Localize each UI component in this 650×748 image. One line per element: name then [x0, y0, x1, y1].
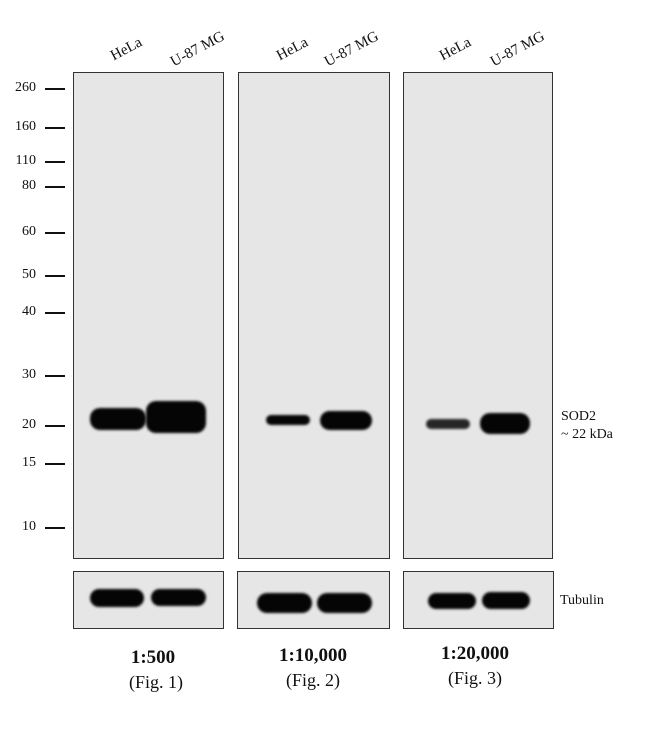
dilution-label-1: 1:500 [130, 647, 176, 668]
mw-marker-label: 50 [22, 267, 36, 282]
band-tubulin-u87-3 [482, 592, 530, 609]
mw-marker-tick [45, 127, 65, 129]
mw-marker-tick [45, 375, 65, 377]
mw-marker-label: 15 [22, 455, 36, 470]
mw-marker-label: 30 [22, 367, 36, 382]
mw-marker-tick [45, 312, 65, 314]
target-label: SOD2 ~ 22 kDa [561, 408, 613, 444]
mw-marker-tick [45, 232, 65, 234]
band-tubulin-hela-1 [90, 589, 144, 607]
band-tubulin-u87-2 [317, 593, 372, 613]
target-name: SOD2 [561, 409, 597, 424]
mw-marker-label: 20 [22, 417, 36, 432]
loading-control-label: Tubulin [560, 593, 604, 608]
fig-label-1: (Fig. 1) [129, 672, 183, 692]
mw-marker-label: 260 [15, 80, 36, 95]
mw-marker-tick [45, 527, 65, 529]
band-sod2-u87-1 [146, 401, 206, 433]
band-tubulin-u87-1 [151, 589, 206, 606]
mw-marker-tick [45, 425, 65, 427]
lane-label-hela-1: HeLa [108, 34, 145, 65]
mw-marker-tick [45, 88, 65, 90]
dilution-label-3: 1:20,000 [440, 643, 510, 664]
band-sod2-hela-2 [266, 415, 310, 425]
mw-marker-tick [45, 186, 65, 188]
blot-panel-2 [238, 72, 390, 559]
mw-marker-label: 40 [22, 304, 36, 319]
band-sod2-hela-1 [90, 408, 146, 430]
mw-marker-label: 110 [15, 153, 36, 168]
tubulin-panel-2 [237, 571, 390, 629]
mw-marker-label: 160 [15, 119, 36, 134]
fig-label-2: (Fig. 2) [286, 670, 340, 690]
tubulin-panel-3 [403, 571, 554, 629]
mw-marker-label: 10 [22, 519, 36, 534]
mw-marker-tick [45, 275, 65, 277]
lane-label-hela-3: HeLa [437, 34, 474, 65]
target-size: ~ 22 kDa [561, 427, 613, 442]
band-sod2-u87-3 [480, 413, 530, 434]
band-tubulin-hela-3 [428, 593, 476, 609]
mw-marker-tick [45, 463, 65, 465]
lane-label-hela-2: HeLa [274, 34, 311, 65]
lane-label-u87-1: U-87 MG [168, 28, 228, 71]
mw-marker-label: 60 [22, 224, 36, 239]
dilution-label-2: 1:10,000 [278, 645, 348, 666]
fig-label-3: (Fig. 3) [448, 668, 502, 688]
lane-label-u87-3: U-87 MG [488, 28, 548, 71]
band-tubulin-hela-2 [257, 593, 312, 613]
lane-label-u87-2: U-87 MG [322, 28, 382, 71]
blot-panel-3 [403, 72, 553, 559]
mw-marker-tick [45, 161, 65, 163]
band-sod2-hela-3 [426, 419, 470, 429]
mw-marker-label: 80 [22, 178, 36, 193]
blot-panel-1 [73, 72, 224, 559]
tubulin-panel-1 [73, 571, 224, 629]
band-sod2-u87-2 [320, 411, 372, 430]
